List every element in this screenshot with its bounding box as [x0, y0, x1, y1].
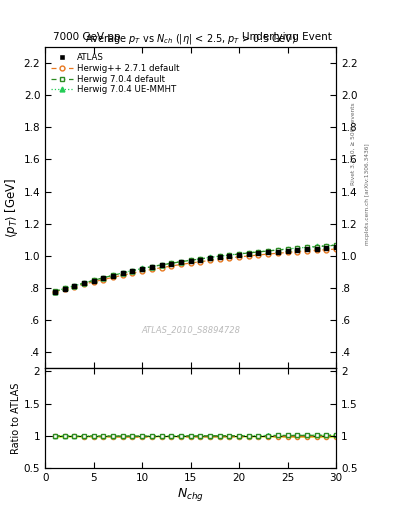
- X-axis label: $N_{chg}$: $N_{chg}$: [177, 486, 204, 503]
- Y-axis label: $\langle p_T \rangle$ [GeV]: $\langle p_T \rangle$ [GeV]: [2, 178, 20, 238]
- Title: Average $p_T$ vs $N_{ch}$ ($|\eta|$ < 2.5, $p_T$ > 0.5 GeV): Average $p_T$ vs $N_{ch}$ ($|\eta|$ < 2.…: [85, 32, 296, 46]
- Text: 7000 GeV pp: 7000 GeV pp: [53, 32, 121, 42]
- Text: ATLAS_2010_S8894728: ATLAS_2010_S8894728: [141, 325, 240, 334]
- Text: Underlying Event: Underlying Event: [242, 32, 332, 42]
- Legend: ATLAS, Herwig++ 2.7.1 default, Herwig 7.0.4 default, Herwig 7.0.4 UE-MMHT: ATLAS, Herwig++ 2.7.1 default, Herwig 7.…: [50, 51, 181, 96]
- Text: mcplots.cern.ch [arXiv:1306.3436]: mcplots.cern.ch [arXiv:1306.3436]: [365, 144, 370, 245]
- Y-axis label: Ratio to ATLAS: Ratio to ATLAS: [11, 382, 21, 454]
- Text: Rivet 3.1.10, ≥ 500k events: Rivet 3.1.10, ≥ 500k events: [351, 102, 356, 185]
